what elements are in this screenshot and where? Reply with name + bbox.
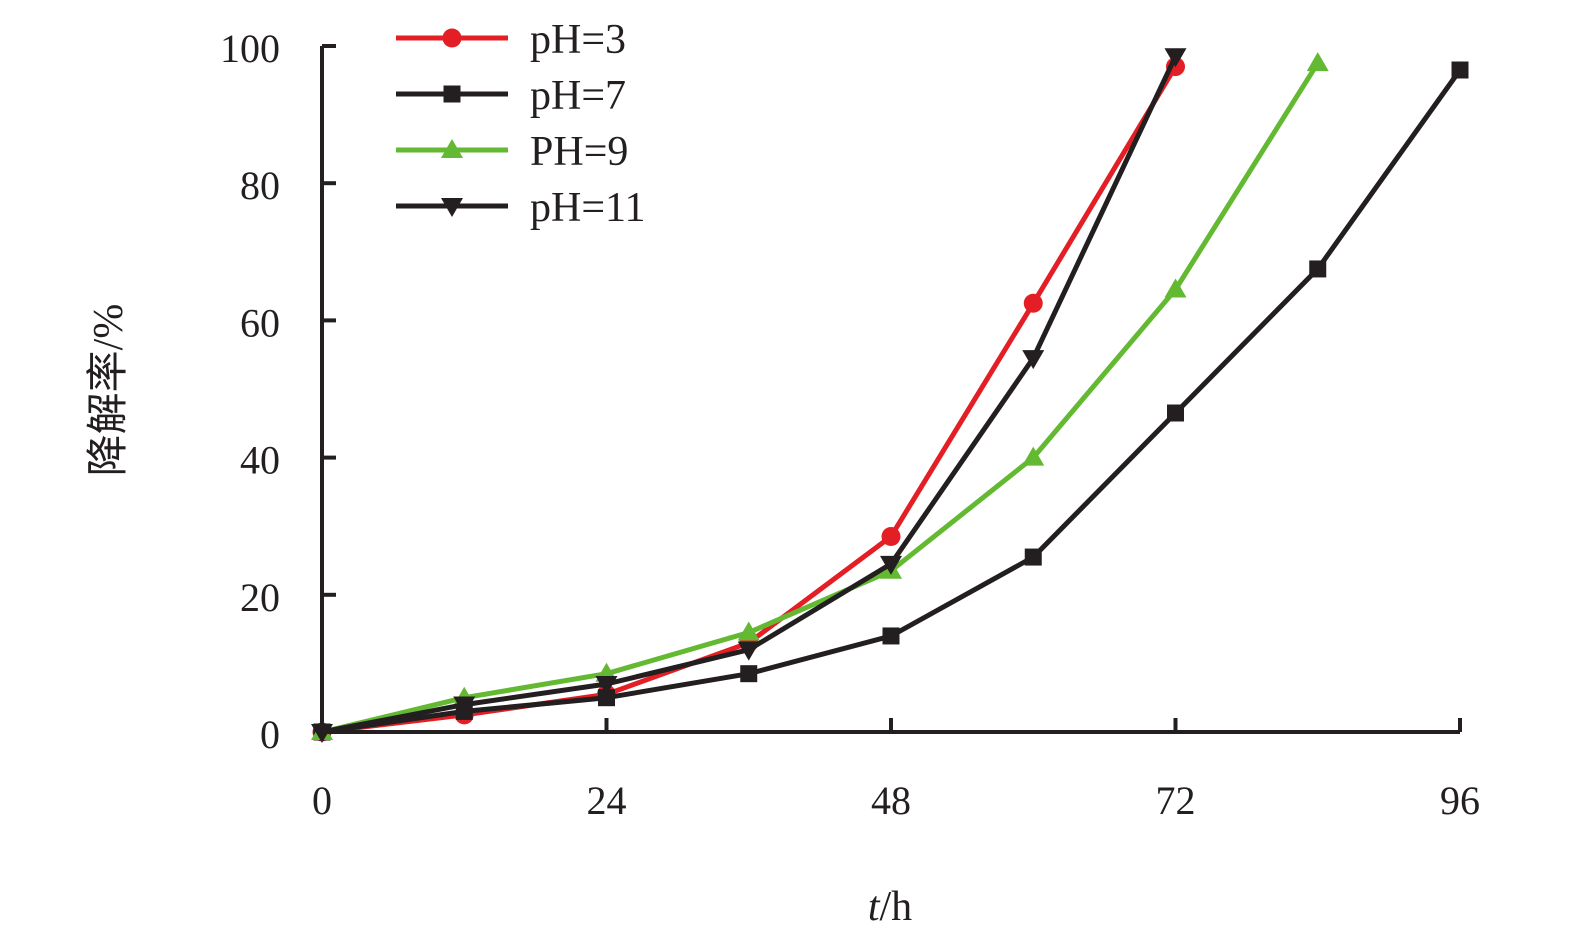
data-point xyxy=(882,627,900,645)
x-axis-title: t/h xyxy=(868,884,912,930)
legend: pH=3 pH=7 PH=9 pH=11 xyxy=(396,17,645,231)
y-tick-label: 80 xyxy=(240,163,280,208)
legend-marker xyxy=(443,85,461,103)
legend-item: pH=7 xyxy=(396,73,626,119)
legend-item: pH=11 xyxy=(396,185,645,231)
y-tick-label: 60 xyxy=(240,300,280,345)
data-point xyxy=(453,696,476,716)
axes: 0 20 40 60 80 100 0 24 48 72 96 xyxy=(220,26,1480,823)
legend-label: pH=11 xyxy=(530,185,645,231)
data-point xyxy=(880,555,902,575)
data-point xyxy=(740,665,758,683)
legend-item: pH=3 xyxy=(396,17,626,63)
series-3 xyxy=(311,52,1329,740)
y-tick-label: 40 xyxy=(240,438,280,483)
legend-marker xyxy=(442,28,462,48)
legend-label: pH=7 xyxy=(530,73,626,119)
legend-label: pH=3 xyxy=(530,17,626,63)
x-tick-label: 24 xyxy=(587,778,627,823)
legend-marker xyxy=(441,139,463,158)
y-tick-label: 0 xyxy=(260,712,280,757)
data-point xyxy=(1306,52,1329,72)
x-tick-label: 48 xyxy=(871,778,911,823)
data-point xyxy=(598,689,615,707)
data-point xyxy=(881,526,901,546)
y-tick-label: 100 xyxy=(220,26,280,71)
data-point xyxy=(1451,61,1469,79)
y-axis-title: 降解率/% xyxy=(85,304,132,477)
x-tick-label: 0 xyxy=(312,778,332,823)
data-point xyxy=(1024,548,1042,566)
series-2 xyxy=(313,61,1469,741)
data-point xyxy=(1164,278,1187,298)
data-point xyxy=(595,675,618,695)
legend-label: PH=9 xyxy=(530,129,628,175)
data-point xyxy=(1164,48,1187,68)
x-axis-unit: /h xyxy=(880,884,913,930)
y-tick-label: 20 xyxy=(240,575,280,620)
data-point xyxy=(1023,293,1043,313)
x-tick-label: 72 xyxy=(1156,778,1196,823)
x-tick-label: 96 xyxy=(1440,778,1480,823)
series-line xyxy=(319,60,1321,735)
legend-marker xyxy=(441,198,463,217)
legend-item: PH=9 xyxy=(396,129,628,175)
data-point xyxy=(1167,404,1184,422)
x-axis-variable: t xyxy=(868,884,881,930)
data-point xyxy=(1022,446,1045,466)
data-point xyxy=(1022,350,1045,370)
data-point xyxy=(737,621,760,641)
data-point xyxy=(1309,260,1327,278)
data-point xyxy=(737,641,760,661)
